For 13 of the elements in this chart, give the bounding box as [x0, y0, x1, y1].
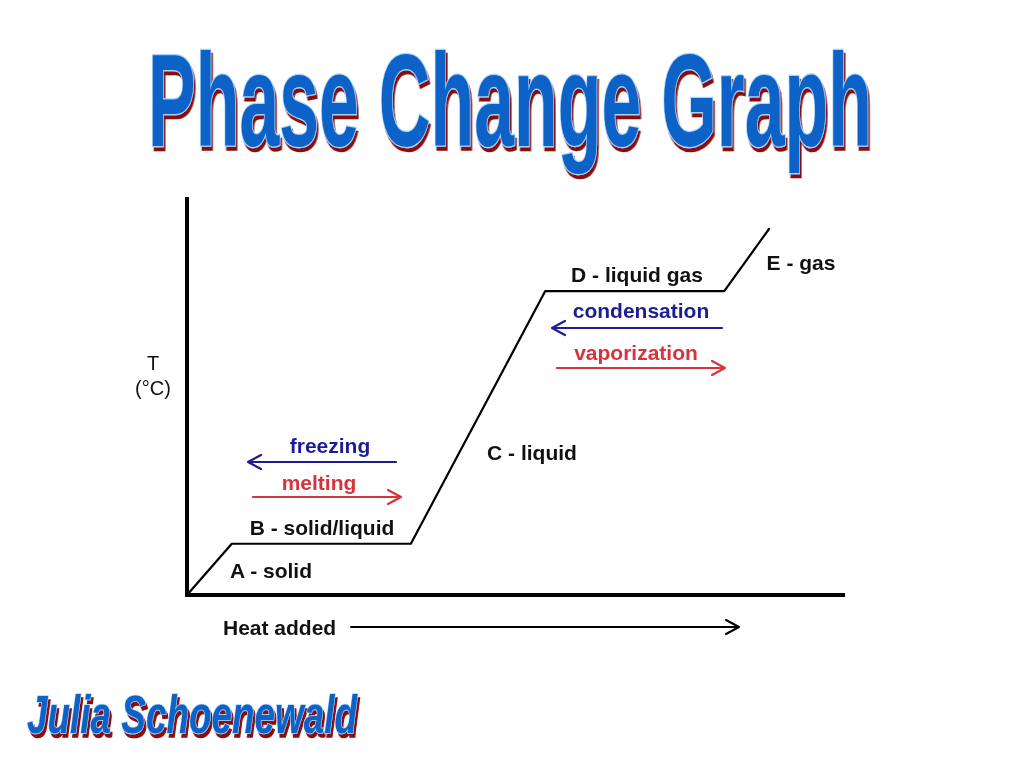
annotation: melting	[281, 470, 357, 494]
annotation: D - liquid gas	[571, 262, 703, 286]
annotation: condensation	[572, 298, 710, 322]
annotation: vaporization	[574, 340, 698, 364]
y-axis-title: T (°C)	[135, 352, 171, 399]
chart-title: Phase Change Graph	[148, 26, 872, 175]
annotation: A - solid	[229, 558, 313, 582]
x-axis-title: Heat added	[223, 615, 337, 639]
annotation: freezing	[289, 433, 371, 457]
annotation: C - liquid	[487, 440, 577, 464]
annotation: E - gas	[766, 250, 836, 274]
annotation: B - solid/liquid	[249, 515, 395, 539]
text: Julia Schoenewald	[27, 683, 359, 745]
